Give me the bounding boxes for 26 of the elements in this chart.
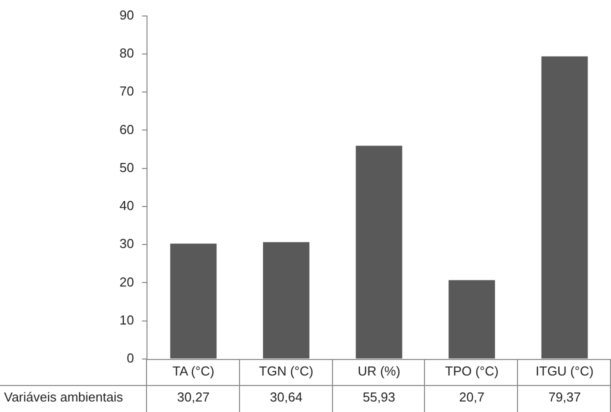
bar [448,280,495,358]
y-tick-label: 40 [120,198,134,214]
data-label: 30,64 [270,390,302,405]
x-tick-label: UR (%) [358,364,400,379]
x-tick-label: TGN (°C) [259,364,314,379]
y-tick-label: 10 [120,312,134,328]
bar [356,146,402,358]
y-tick-label: 80 [120,46,134,61]
y-tick-label: 50 [120,160,134,175]
y-tick-label: 20 [120,274,134,290]
x-tick-label: TA (°C) [172,364,214,379]
data-label: 20,7 [459,390,484,405]
x-tick-label: ITGU (°C) [536,364,594,379]
y-tick-label: 0 [126,350,134,366]
data-label: 30,27 [177,390,210,405]
y-tick-label: 70 [120,84,134,99]
y-tick-label: 30 [120,236,134,252]
bar [170,244,217,358]
x-tick-label: TPO (°C) [445,364,499,379]
bar [263,242,310,358]
text: Variáveis ambientais [4,390,124,405]
y-tick-label: 60 [120,122,134,137]
data-label: 79,37 [548,390,581,405]
bar [541,56,588,358]
y-tick-label: 90 [120,7,134,22]
data-label: 55,93 [362,390,396,405]
